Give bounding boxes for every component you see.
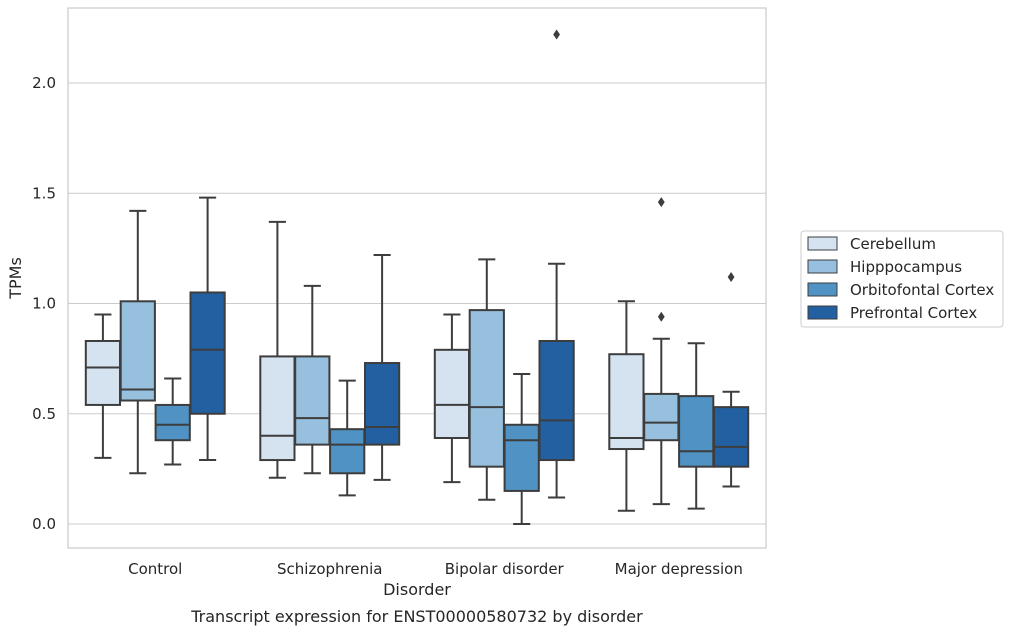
x-axis-title: Disorder	[383, 580, 451, 599]
box-2-0	[154, 377, 191, 466]
legend-label: Cerebellum	[850, 235, 936, 253]
legend-frame	[800, 230, 1004, 328]
outlier-point	[657, 311, 665, 322]
legend-label: Orbitofontal Cortex	[850, 281, 994, 299]
iqr-box	[259, 355, 296, 462]
box-3-2	[538, 29, 575, 499]
x-tick-label: Control	[128, 560, 182, 578]
box-3-3	[712, 272, 750, 488]
y-tick-label: 1.0	[32, 295, 56, 313]
x-tick-label: Major depression	[615, 560, 743, 578]
box-3-0	[189, 196, 226, 462]
x-tick-label: Schizophrenia	[277, 560, 382, 578]
box-0-1	[259, 220, 296, 479]
box-1-0	[119, 209, 156, 475]
iqr-box	[643, 392, 680, 442]
iqr-box	[433, 348, 471, 440]
x-tick-labels: Control Schizophrenia Bipolar disorder Majo…	[128, 560, 743, 578]
box-0-3	[608, 300, 645, 512]
box-1-2	[468, 258, 505, 501]
iqr-box	[678, 395, 715, 468]
y-tick-labels: 0.0 0.5 1.0 1.5 2.0	[32, 74, 56, 533]
iqr-box	[538, 339, 575, 462]
y-tick-label: 1.5	[32, 184, 56, 202]
iqr-box	[608, 353, 645, 451]
iqr-box	[119, 300, 156, 402]
box-1-3	[643, 197, 680, 506]
outlier-point	[553, 29, 560, 40]
y-axis-title: TPMs	[6, 257, 25, 300]
box-1-1	[294, 284, 331, 475]
y-tick-label: 0.0	[32, 515, 56, 533]
chart-title: Transcript expression for ENST0000058073…	[190, 607, 643, 626]
box-3-1	[363, 253, 401, 481]
iqr-box	[712, 406, 750, 468]
outlier-point	[657, 197, 665, 208]
y-tick-label: 0.5	[32, 405, 56, 423]
iqr-box	[154, 403, 191, 442]
legend: Cerebellum Hipppocampus Orbitofontal Corte…	[800, 230, 1004, 328]
box-2-3	[678, 342, 715, 510]
iqr-box	[84, 339, 122, 406]
box-2-2	[503, 373, 540, 525]
box-2-1	[329, 379, 366, 497]
iqr-box	[503, 423, 540, 492]
iqr-box	[329, 428, 366, 475]
box-0-0	[84, 313, 122, 459]
box-0-2	[433, 313, 471, 484]
x-tick-label: Bipolar disorder	[445, 560, 565, 578]
outlier-point	[727, 272, 735, 283]
iqr-box	[468, 309, 505, 468]
legend-swatch	[807, 259, 838, 274]
iqr-box	[294, 355, 331, 446]
y-tick-label: 2.0	[32, 74, 56, 92]
legend-label: Hipppocampus	[850, 258, 962, 276]
iqr-box	[363, 362, 401, 446]
box-series	[84, 29, 750, 525]
legend-swatch	[807, 305, 838, 320]
iqr-box	[189, 291, 226, 415]
legend-label: Prefrontal Cortex	[850, 304, 977, 322]
plot-area-frame	[67, 7, 767, 549]
legend-swatch	[807, 282, 838, 297]
legend-swatch	[807, 236, 838, 251]
legend-entries: Cerebellum Hipppocampus Orbitofontal Corte…	[807, 235, 994, 322]
